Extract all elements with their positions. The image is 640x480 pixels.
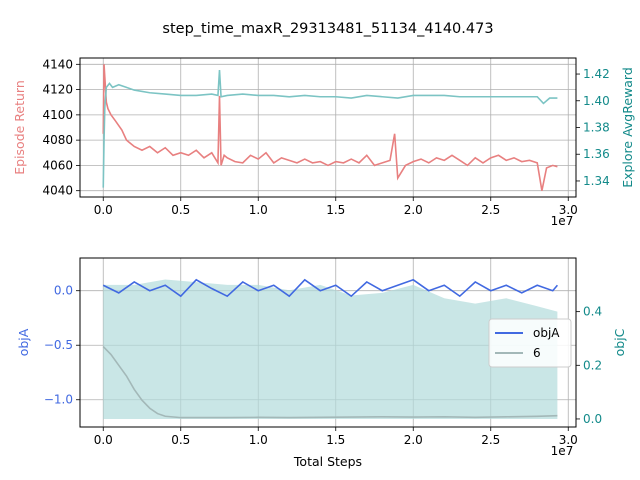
series-group	[102, 64, 558, 191]
y-right-tick-label: 0.0	[583, 412, 602, 426]
x-tick-label: 3.0	[559, 433, 578, 447]
y-left-axis-label: Episode Return	[12, 80, 27, 175]
y-right-tick-label: 1.38	[583, 121, 610, 135]
legend: objA 6	[488, 318, 572, 368]
y-left-tick-label: 4140	[42, 57, 73, 71]
series-explore-avgreward-line	[102, 69, 558, 188]
series-episode-return-line	[102, 64, 558, 191]
series-obja-line	[102, 278, 559, 298]
y-left-tick-label: 4120	[42, 83, 73, 97]
y-right-tick-label: 0.2	[583, 358, 602, 372]
plot-frame	[79, 57, 577, 198]
x-tick-label: 0.0	[94, 203, 113, 217]
x-tick-label: 3.0	[559, 203, 578, 217]
y-right-axis-label: objC	[612, 328, 627, 356]
figure-title: step_time_maxR_29313481_51134_4140.473	[162, 21, 493, 37]
x-tick-label: 2.5	[481, 203, 500, 217]
series-group	[102, 278, 559, 419]
y-right-tick-label: 1.40	[583, 94, 610, 108]
x-tick-label: 0.5	[171, 433, 190, 447]
x-axis-label: Total Steps	[293, 454, 362, 469]
x-tick-label: 0.5	[171, 203, 190, 217]
x-offset-label: 1e7	[551, 214, 574, 228]
y-left-tick-label: 0.0	[54, 284, 73, 298]
legend-entry: 6	[533, 346, 541, 360]
y-left-tick-label: −0.5	[44, 338, 73, 352]
plot-frame	[79, 257, 577, 428]
x-tick-label: 0.0	[94, 433, 113, 447]
y-left-tick-label: −1.0	[44, 393, 73, 407]
y-right-axis-label: Explore AvgReward	[620, 67, 635, 188]
y-left-tick-label: 4060	[42, 158, 73, 172]
legend-box	[488, 318, 572, 368]
series-objc-area	[103, 279, 558, 419]
x-tick-label: 2.0	[404, 203, 423, 217]
series-6-line	[102, 345, 558, 419]
x-tick-label: 2.0	[404, 433, 423, 447]
x-tick-label: 1.0	[249, 203, 268, 217]
y-left-tick-label: 4100	[42, 108, 73, 122]
x-tick-label: 1.5	[326, 433, 345, 447]
legend-entry: objA	[533, 326, 560, 340]
y-right-tick-label: 1.42	[583, 67, 610, 81]
x-tick-label: 1.5	[326, 203, 345, 217]
x-offset-label: 1e7	[551, 444, 574, 458]
y-right-tick-label: 1.36	[583, 147, 610, 161]
x-tick-label: 2.5	[481, 433, 500, 447]
y-left-tick-label: 4040	[42, 184, 73, 198]
y-left-axis-label: objA	[16, 328, 31, 356]
y-right-tick-label: 0.4	[583, 305, 602, 319]
y-left-tick-label: 4080	[42, 133, 73, 147]
x-tick-label: 1.0	[249, 433, 268, 447]
y-right-tick-label: 1.34	[583, 174, 610, 188]
